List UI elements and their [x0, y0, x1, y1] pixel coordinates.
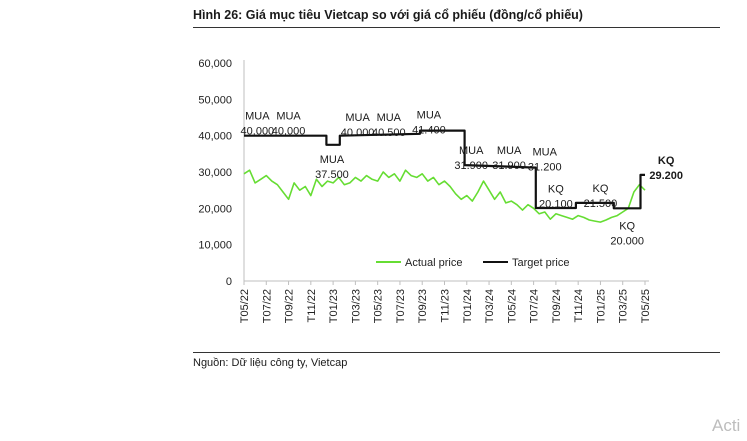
- y-tick-label: 50,000: [198, 94, 232, 106]
- x-tick-label: T07/22: [261, 289, 273, 323]
- annotation-label: 31.900: [492, 160, 526, 172]
- annotation-label: MUA: [276, 110, 301, 122]
- target-price-line: [244, 129, 645, 210]
- annotation-label: 40.000: [241, 125, 275, 137]
- x-tick-label: T11/24: [573, 289, 585, 322]
- y-tick-label: 60,000: [198, 58, 232, 70]
- annotation-label: MUA: [345, 112, 370, 124]
- annotation-label: 20.100: [539, 199, 573, 211]
- figure-title: Hình 26: Giá mục tiêu Vietcap so với giá…: [193, 8, 583, 22]
- source-note: Nguồn: Dữ liệu công ty, Vietcap: [193, 357, 348, 369]
- y-tick-label: 30,000: [198, 167, 232, 179]
- x-tick-label: T01/23: [328, 289, 340, 323]
- annotation-label: 31.200: [528, 162, 562, 174]
- actual-price-line: [243, 169, 646, 223]
- y-tick-label: 40,000: [198, 131, 232, 143]
- annotation-label: 40.500: [372, 127, 406, 139]
- annotation-label: 40.000: [341, 127, 375, 139]
- annotation-label: MUA: [320, 154, 345, 166]
- x-tick-label: T09/23: [417, 289, 429, 323]
- x-tick-label: T05/24: [506, 289, 518, 323]
- x-tick-label: T01/24: [462, 289, 474, 323]
- legend-label-target: Target price: [512, 257, 569, 269]
- x-tick-label: T03/25: [618, 289, 630, 323]
- annotation-label: KQ: [619, 220, 635, 232]
- x-tick-label: T05/23: [373, 289, 385, 323]
- annotation-label: KQ: [592, 183, 608, 195]
- annotation-label: 40.000: [272, 125, 306, 137]
- x-tick-label: T01/25: [595, 289, 607, 323]
- annotation-label: 31.900: [454, 160, 488, 172]
- annotation-label: KQ: [658, 155, 675, 167]
- annotation-label: MUA: [417, 110, 442, 122]
- annotation-label: MUA: [497, 145, 522, 157]
- annotation-label: 29.200: [649, 170, 683, 182]
- y-tick-label: 0: [226, 276, 232, 288]
- x-tick-label: T05/22: [239, 289, 251, 323]
- x-tick-label: T03/23: [350, 289, 362, 323]
- annotation-label: MUA: [533, 147, 558, 159]
- annotation-label: 20.000: [610, 235, 644, 247]
- annotation-label: MUA: [459, 145, 484, 157]
- annotation-label: 41.400: [412, 125, 446, 137]
- annotation-label: 21.500: [584, 198, 618, 210]
- bottom-rule: [193, 352, 720, 353]
- watermark-text: Acti: [712, 416, 741, 435]
- x-tick-label: T07/23: [395, 289, 407, 323]
- annotation-label: MUA: [377, 112, 402, 124]
- annotation-label: MUA: [245, 110, 270, 122]
- x-tick-label: T09/22: [284, 289, 296, 323]
- annotation-label: KQ: [548, 184, 564, 196]
- x-tick-label: T09/24: [551, 289, 563, 323]
- x-tick-label: T05/25: [640, 289, 652, 323]
- x-tick-label: T07/24: [529, 289, 541, 323]
- y-tick-label: 20,000: [198, 203, 232, 215]
- x-tick-label: T11/23: [440, 289, 452, 322]
- annotation-label: 37.500: [315, 169, 349, 181]
- x-tick-label: T03/24: [484, 289, 496, 323]
- legend-label-actual: Actual price: [405, 257, 462, 269]
- top-rule: [193, 27, 720, 28]
- x-tick-label: T11/22: [306, 289, 318, 322]
- y-tick-label: 10,000: [198, 240, 232, 252]
